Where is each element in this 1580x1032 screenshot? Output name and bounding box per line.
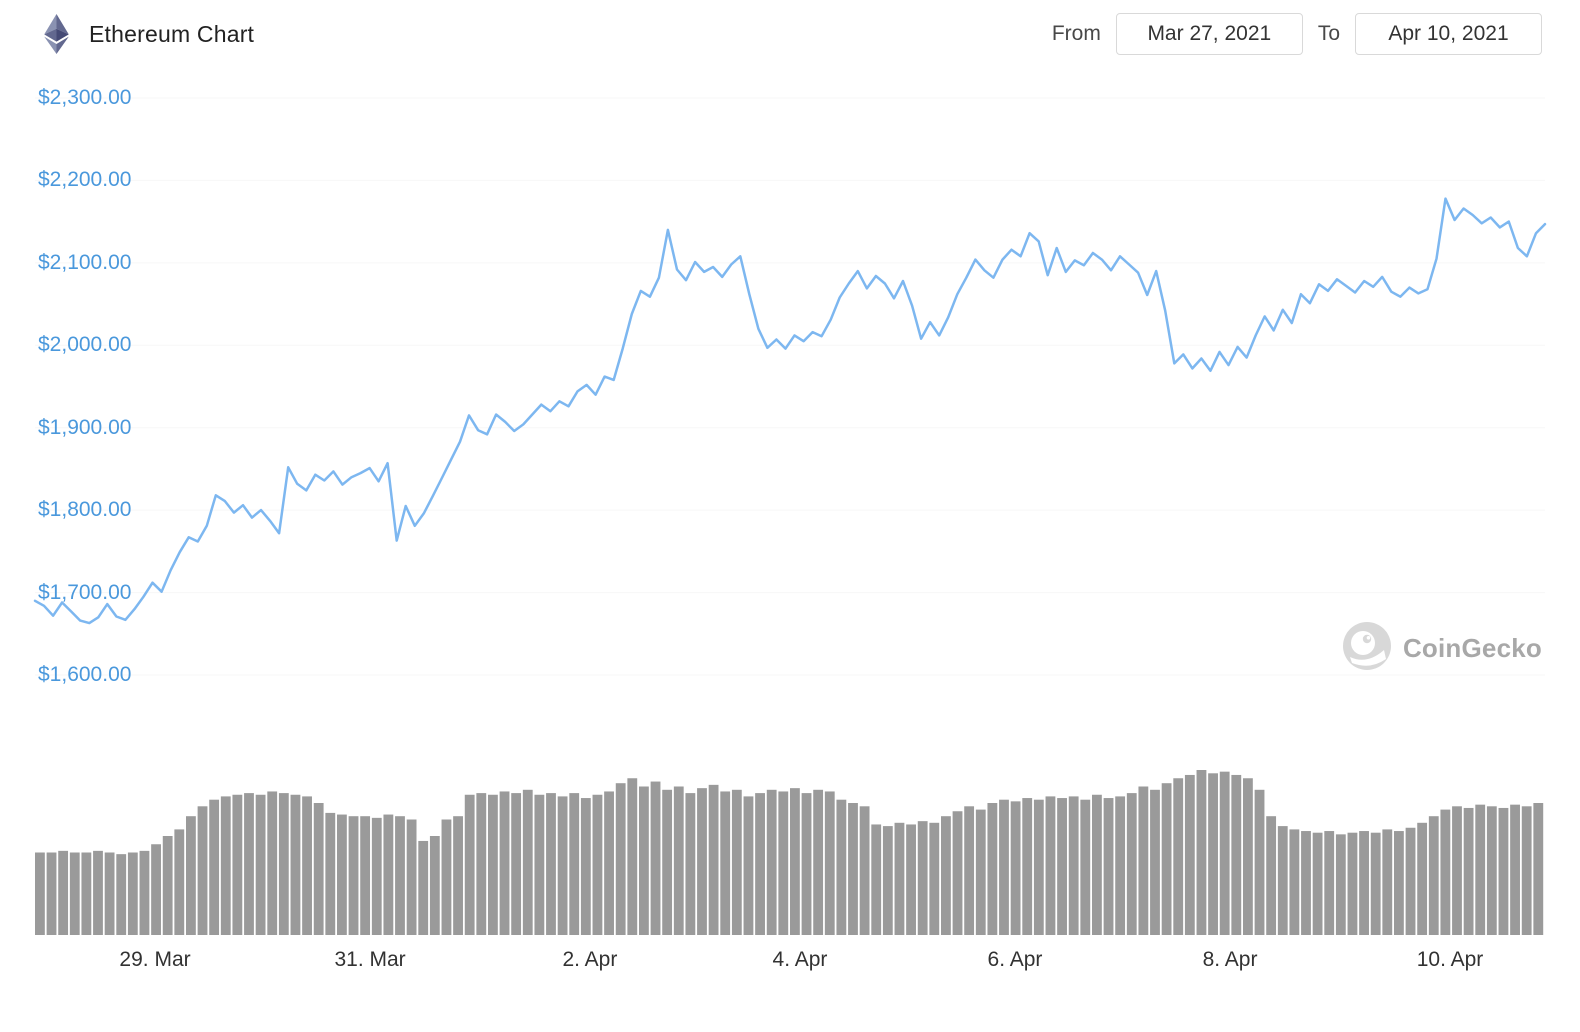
watermark-text: CoinGecko [1402, 633, 1542, 663]
from-date-input[interactable] [1115, 13, 1303, 55]
ethereum-logo-icon [44, 14, 69, 54]
from-label: From [1051, 22, 1101, 45]
chart-header: Ethereum Chart From To [0, 0, 1580, 58]
to-date-input[interactable] [1355, 13, 1542, 55]
date-range-controls: From To [1052, 13, 1542, 55]
gridlines [35, 97, 1545, 676]
volume-bars [35, 770, 1544, 935]
page-title: Ethereum Chart [89, 20, 255, 47]
title-group: Ethereum Chart [44, 14, 254, 54]
coingecko-logo-icon [1342, 621, 1392, 676]
to-label: To [1317, 22, 1340, 45]
price-line [33, 197, 1547, 625]
coingecko-watermark: CoinGecko [1342, 621, 1542, 676]
